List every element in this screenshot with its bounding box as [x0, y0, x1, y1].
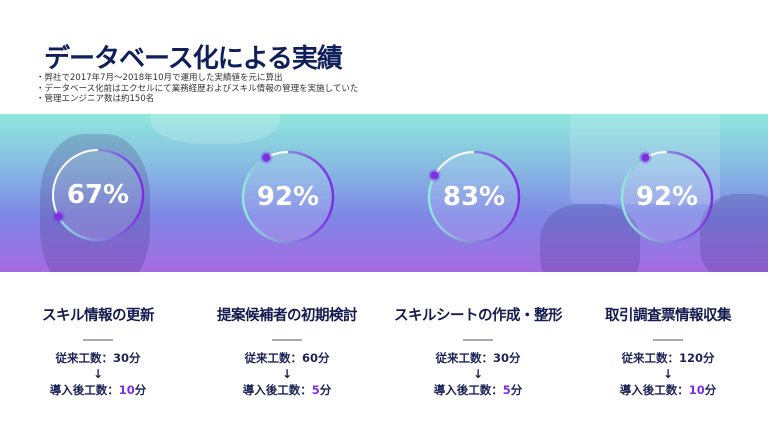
ring-end-dot: [54, 212, 63, 221]
ring-progress-arc: [427, 150, 521, 244]
note: ・データベース化前はエクセルにて業務経歴およびスキル情報の管理を実施していた: [36, 83, 359, 94]
metric-heading: 取引調査票情報収集: [605, 308, 732, 324]
before-effort: 従来工数：120分: [621, 351, 715, 365]
ring-progress-arc: [241, 150, 335, 244]
percent-label: 83%: [442, 182, 506, 212]
divider: [272, 339, 302, 341]
before-effort: 従来工数：60分: [244, 351, 330, 365]
divider: [83, 339, 113, 341]
metric-heading: スキル情報の更新: [42, 308, 155, 324]
ring-svg: [51, 148, 145, 242]
down-arrow-icon: ↓: [472, 367, 484, 381]
metric-card: 取引調査票情報収集 従来工数：120分 ↓ 導入後工数：10分: [568, 304, 768, 399]
note: ・管理エンジニア数は約150名: [36, 94, 155, 104]
metric-card: スキルシートの作成・整形 従来工数：30分 ↓ 導入後工数：5分: [378, 304, 578, 399]
before-effort: 従来工数：30分: [435, 351, 521, 365]
notes: ・弊社で2017年7月～2018年10月で運用した実績値を元に算出 ・データベー…: [36, 73, 358, 105]
ring-end-dot: [430, 171, 439, 180]
after-effort: 導入後工数：10分: [619, 383, 717, 397]
photo-banner: [0, 114, 768, 272]
note: ・弊社で2017年7月～2018年10月で運用した実績値を元に算出: [36, 73, 283, 83]
after-effort: 導入後工数：5分: [433, 383, 523, 397]
page-title: データベース化による実績: [44, 44, 343, 74]
metric-card: スキル情報の更新 従来工数：30分 ↓ 導入後工数：10分: [0, 304, 198, 399]
ring-svg: [620, 150, 714, 244]
ring-progress-arc: [51, 148, 145, 242]
metric-card: 提案候補者の初期検討 従来工数：60分 ↓ 導入後工数：5分: [187, 304, 387, 399]
progress-ring: 92%: [619, 149, 715, 245]
after-effort: 導入後工数：10分: [49, 383, 147, 397]
down-arrow-icon: ↓: [281, 367, 293, 381]
divider: [463, 339, 493, 341]
ring-svg: [241, 150, 335, 244]
percent-label: 92%: [256, 182, 320, 212]
metric-heading: 提案候補者の初期検討: [217, 308, 358, 324]
divider: [653, 339, 683, 341]
ring-progress-arc: [620, 150, 714, 244]
down-arrow-icon: ↓: [662, 367, 674, 381]
metric-heading: スキルシートの作成・整形: [394, 308, 563, 324]
down-arrow-icon: ↓: [92, 367, 104, 381]
progress-ring: 83%: [426, 149, 522, 245]
ring-end-dot: [262, 153, 271, 162]
progress-ring: 92%: [240, 149, 336, 245]
progress-ring: 67%: [50, 147, 146, 243]
ring-end-dot: [641, 153, 650, 162]
percent-label: 67%: [66, 180, 130, 210]
before-effort: 従来工数：30分: [55, 351, 141, 365]
ring-svg: [427, 150, 521, 244]
percent-label: 92%: [635, 182, 699, 212]
after-effort: 導入後工数：5分: [242, 383, 332, 397]
